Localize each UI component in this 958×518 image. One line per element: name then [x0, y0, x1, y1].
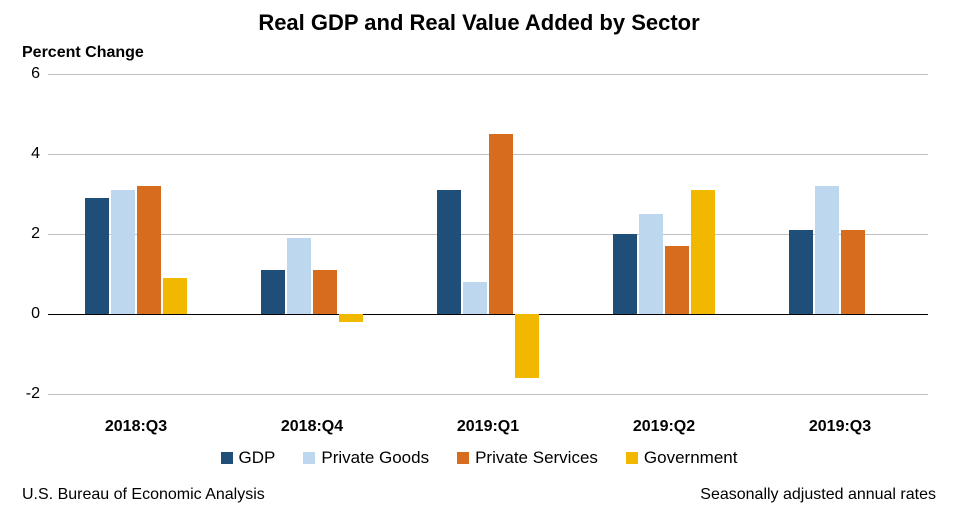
- legend-item: Private Services: [457, 448, 598, 468]
- zero-line: [48, 314, 928, 315]
- gdp-sector-chart: Real GDP and Real Value Added by Sector …: [0, 0, 958, 518]
- legend-swatch: [303, 452, 315, 464]
- bar: [691, 190, 715, 314]
- legend-label: GDP: [239, 448, 276, 468]
- bar: [111, 190, 135, 314]
- footnote-note: Seasonally adjusted annual rates: [700, 486, 936, 504]
- bar: [261, 270, 285, 314]
- legend-swatch: [626, 452, 638, 464]
- legend-item: Government: [626, 448, 738, 468]
- x-tick-label: 2019:Q1: [457, 418, 519, 436]
- bar: [85, 198, 109, 314]
- bar: [463, 282, 487, 314]
- bar: [313, 270, 337, 314]
- legend-label: Government: [644, 448, 738, 468]
- bar: [515, 314, 539, 378]
- y-tick-label: 6: [31, 65, 40, 83]
- legend-label: Private Goods: [321, 448, 429, 468]
- bar: [789, 230, 813, 314]
- bar: [815, 186, 839, 314]
- y-tick-label: 4: [31, 145, 40, 163]
- bar: [639, 214, 663, 314]
- x-tick-label: 2019:Q2: [633, 418, 695, 436]
- y-tick-label: -2: [26, 385, 40, 403]
- bar: [489, 134, 513, 314]
- bar: [437, 190, 461, 314]
- bar: [841, 230, 865, 314]
- legend-item: GDP: [221, 448, 276, 468]
- gridline: [48, 74, 928, 75]
- bar: [665, 246, 689, 314]
- y-axis-title: Percent Change: [22, 44, 144, 62]
- chart-title: Real GDP and Real Value Added by Sector: [0, 10, 958, 36]
- x-tick-label: 2019:Q3: [809, 418, 871, 436]
- y-tick-label: 0: [31, 305, 40, 323]
- legend-item: Private Goods: [303, 448, 429, 468]
- legend-swatch: [221, 452, 233, 464]
- footnote-source: U.S. Bureau of Economic Analysis: [22, 486, 265, 504]
- legend: GDP Private Goods Private Services Governme…: [0, 448, 958, 468]
- x-tick-label: 2018:Q4: [281, 418, 343, 436]
- bar: [137, 186, 161, 314]
- x-tick-label: 2018:Q3: [105, 418, 167, 436]
- bar: [613, 234, 637, 314]
- legend-label: Private Services: [475, 448, 598, 468]
- bar: [339, 314, 363, 322]
- y-tick-label: 2: [31, 225, 40, 243]
- plot-area: -202462018:Q32018:Q42019:Q12019:Q22019:Q…: [48, 74, 928, 394]
- legend-swatch: [457, 452, 469, 464]
- gridline: [48, 394, 928, 395]
- bar: [287, 238, 311, 314]
- gridline: [48, 154, 928, 155]
- bar: [163, 278, 187, 314]
